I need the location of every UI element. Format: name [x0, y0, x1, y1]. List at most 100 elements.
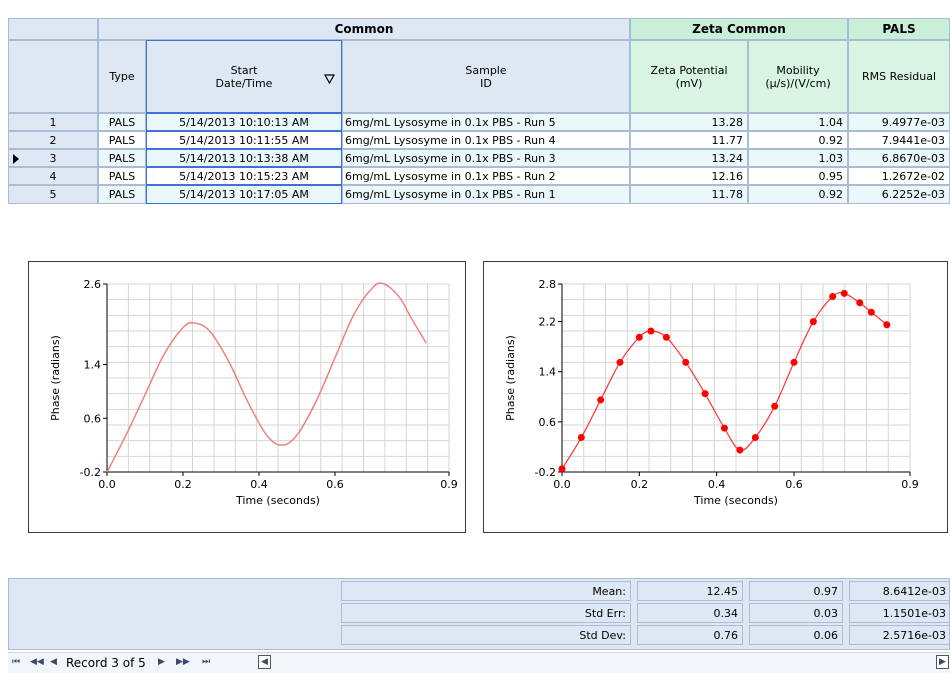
group-header-zeta-common[interactable]: Zeta Common — [630, 18, 848, 40]
stat-mobility-std-dev: 0.06 — [749, 625, 843, 645]
group-header-common[interactable]: Common — [98, 18, 630, 40]
x-tick-label: 0.6 — [326, 478, 344, 491]
stat-zeta-std-err: 0.34 — [637, 603, 743, 623]
type-cell[interactable]: PALS — [98, 113, 146, 131]
datetime-cell[interactable]: 5/14/2013 10:17:05 AM — [146, 185, 342, 204]
type-cell[interactable]: PALS — [98, 167, 146, 185]
zeta-label-line2: (mV) — [675, 76, 703, 90]
data-point — [840, 289, 848, 297]
row-number: 5 — [49, 188, 57, 201]
row-header[interactable]: 5 — [8, 185, 98, 204]
data-point — [736, 446, 744, 454]
grid-corner[interactable] — [8, 40, 98, 113]
mobility-cell[interactable]: 0.92 — [748, 131, 848, 149]
rms-cell[interactable]: 6.2252e-03 — [848, 185, 950, 204]
scroll-right-button[interactable]: ▶ — [936, 655, 949, 669]
mobility-cell[interactable]: 1.04 — [748, 113, 848, 131]
phase-fit-chart-panel: 0.0 0.2 0.4 0.6 0.9 -0.2 0.6 1.4 2.6 Time (second… — [28, 261, 466, 533]
mobility-cell[interactable]: 0.92 — [748, 185, 848, 204]
data-point — [829, 293, 837, 301]
zeta-label-line1: Zeta Potential — [650, 63, 728, 77]
type-cell[interactable]: PALS — [98, 131, 146, 149]
column-header-sample-id[interactable]: Sample ID — [342, 40, 630, 113]
column-header-start-datetime[interactable]: Start Date/Time — [146, 40, 342, 113]
data-point — [790, 358, 798, 366]
stat-zeta-std-dev: 0.76 — [637, 625, 743, 645]
mob-label-line1: Mobility — [776, 63, 820, 77]
first-record-button[interactable]: ⏮ — [12, 657, 21, 667]
row-header-selected[interactable]: 3 — [8, 149, 98, 167]
start-label-line1: Start — [230, 63, 258, 77]
datetime-cell[interactable]: 5/14/2013 10:11:55 AM — [146, 131, 342, 149]
y-axis-label: Phase (radians) — [504, 335, 517, 421]
row-header[interactable]: 1 — [8, 113, 98, 131]
stat-rms-mean: 8.6412e-03 — [849, 581, 950, 601]
column-header-type[interactable]: Type — [98, 40, 146, 113]
next-page-button[interactable]: ▶▶ — [176, 657, 190, 667]
stat-mobility-std-err: 0.03 — [749, 603, 843, 623]
previous-page-button[interactable]: ◀◀ — [30, 657, 44, 667]
datetime-cell[interactable]: 5/14/2013 10:10:13 AM — [146, 113, 342, 131]
row-number: 1 — [49, 115, 57, 129]
column-header-zeta-potential[interactable]: Zeta Potential (mV) — [630, 40, 748, 113]
zeta-cell[interactable]: 11.77 — [630, 131, 748, 149]
mobility-cell[interactable]: 1.03 — [748, 149, 848, 167]
column-header-rms-residual[interactable]: RMS Residual — [848, 40, 950, 113]
start-label-line2: Date/Time — [215, 76, 273, 90]
data-point — [856, 299, 864, 307]
type-cell[interactable]: PALS — [98, 185, 146, 204]
zeta-cell[interactable]: 13.28 — [630, 113, 748, 131]
rms-cell[interactable]: 6.8670e-03 — [848, 149, 950, 167]
scroll-left-button[interactable]: ◀ — [258, 655, 271, 669]
stat-label-std-err: Std Err: — [341, 603, 631, 623]
sample-cell[interactable]: 6mg/mL Lysosyme in 0.1x PBS - Run 5 — [342, 113, 630, 131]
stat-label-mean: Mean: — [341, 581, 631, 601]
sample-cell[interactable]: 6mg/mL Lysosyme in 0.1x PBS - Run 1 — [342, 185, 630, 204]
phase-fit-chart: 0.0 0.2 0.4 0.6 0.9 -0.2 0.6 1.4 2.6 Time (second… — [49, 278, 458, 507]
data-point — [577, 434, 585, 442]
row-number: 2 — [49, 133, 57, 147]
x-tick-label: 0.9 — [440, 478, 458, 491]
x-tick-label: 0.0 — [98, 478, 116, 491]
datetime-cell[interactable]: 5/14/2013 10:15:23 AM — [146, 167, 342, 185]
rms-cell[interactable]: 9.4977e-03 — [848, 113, 950, 131]
data-point — [720, 424, 728, 432]
results-grid: Common Zeta Common PALS Type Start Date/… — [8, 18, 950, 204]
sample-cell[interactable]: 6mg/mL Lysosyme in 0.1x PBS - Run 2 — [342, 167, 630, 185]
sample-label-line2: ID — [480, 76, 492, 90]
data-point — [701, 390, 709, 398]
zeta-cell[interactable]: 13.24 — [630, 149, 748, 167]
stat-rms-std-dev: 2.5716e-03 — [849, 625, 950, 645]
grid-body: 1 PALS 5/14/2013 10:10:13 AM 6mg/mL Lyso… — [8, 113, 950, 204]
x-tick-label: 0.9 — [901, 478, 919, 491]
data-point — [883, 321, 891, 329]
phase-data-chart-panel: 0.0 0.2 0.4 0.6 0.9 -0.2 0.6 1.4 2.2 2.8 Time (sec… — [483, 261, 948, 533]
column-header-mobility[interactable]: Mobility (µ/s)/(V/cm) — [748, 40, 848, 113]
group-header-pals[interactable]: PALS — [848, 18, 950, 40]
datetime-cell[interactable]: 5/14/2013 10:13:38 AM — [146, 149, 342, 167]
type-cell[interactable]: PALS — [98, 149, 146, 167]
stat-zeta-mean: 12.45 — [637, 581, 743, 601]
data-point — [647, 327, 655, 335]
next-record-button[interactable]: ▶ — [158, 657, 165, 667]
sample-cell[interactable]: 6mg/mL Lysosyme in 0.1x PBS - Run 4 — [342, 131, 630, 149]
rms-cell[interactable]: 1.2672e-02 — [848, 167, 950, 185]
record-navigator: ⏮ ◀◀ ◀ Record 3 of 5 ▶ ▶▶ ⏭ ◀ ▶ — [8, 652, 950, 673]
stat-label-std-dev: Std Dev: — [341, 625, 631, 645]
data-point — [635, 333, 643, 341]
zeta-cell[interactable]: 12.16 — [630, 167, 748, 185]
last-record-button[interactable]: ⏭ — [202, 657, 211, 667]
previous-record-button[interactable]: ◀ — [50, 657, 57, 667]
zeta-cell[interactable]: 11.78 — [630, 185, 748, 204]
current-row-pointer-icon — [13, 154, 19, 164]
data-point — [867, 308, 875, 316]
row-header[interactable]: 2 — [8, 131, 98, 149]
y-tick-label: 2.2 — [539, 316, 557, 329]
y-axis-label: Phase (radians) — [49, 335, 62, 421]
rms-cell[interactable]: 7.9441e-03 — [848, 131, 950, 149]
data-point — [597, 396, 605, 404]
mobility-cell[interactable]: 0.95 — [748, 167, 848, 185]
row-header[interactable]: 4 — [8, 167, 98, 185]
mob-label-line2: (µ/s)/(V/cm) — [765, 76, 831, 90]
sample-cell[interactable]: 6mg/mL Lysosyme in 0.1x PBS - Run 3 — [342, 149, 630, 167]
